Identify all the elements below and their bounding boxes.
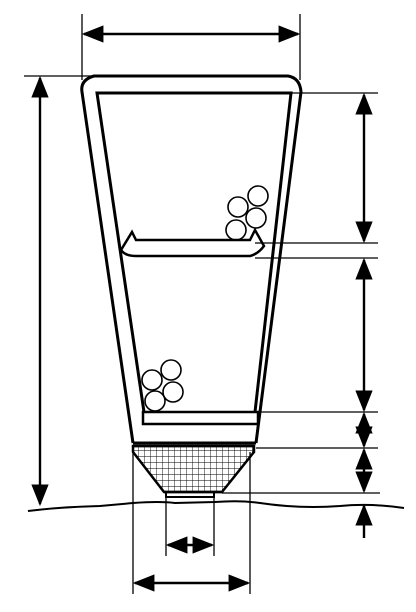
sphere (144, 390, 166, 412)
sphere (162, 381, 184, 403)
spheres-lower (141, 359, 184, 412)
sphere (225, 219, 247, 241)
container-inner-wall (95, 91, 293, 413)
deflector-tray (119, 227, 266, 258)
spheres-upper (225, 185, 269, 241)
sphere (141, 369, 163, 391)
container-outer-wall (80, 74, 303, 444)
ground-line (27, 500, 405, 512)
mesh-base (131, 444, 256, 498)
sphere (227, 196, 249, 218)
outlet-stub (165, 491, 215, 498)
upper-deflector (119, 227, 266, 258)
tapered-container (80, 74, 303, 445)
sphere (245, 207, 267, 229)
sphere (247, 185, 269, 207)
mesh-funnel (131, 444, 256, 494)
sphere (160, 359, 182, 381)
dimension-lines (24, 14, 380, 594)
lower-plate (141, 410, 260, 426)
